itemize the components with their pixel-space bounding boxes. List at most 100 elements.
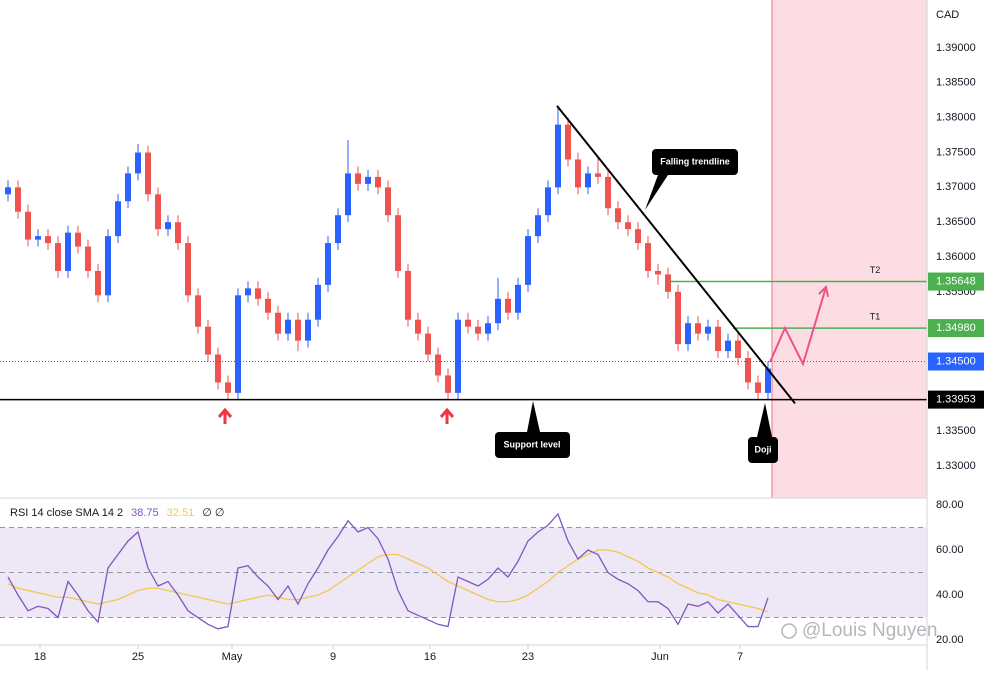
candle-body: [155, 194, 161, 230]
rsi-value-label: 38.75: [131, 507, 159, 519]
price-badge-label: 1.35648: [936, 275, 976, 287]
candle-body: [675, 291, 681, 345]
y-tick-label: 40.00: [936, 589, 964, 601]
rsi-line: [7, 512, 769, 630]
candle-body: [735, 340, 741, 359]
candle-body: [685, 323, 691, 345]
candle-body: [385, 187, 391, 216]
candle-body: [645, 243, 651, 271]
y-tick-label: 1.37000: [936, 181, 976, 193]
candle-body: [565, 124, 571, 160]
y-tick-label: 1.38500: [936, 77, 976, 89]
arrow-up-icon: [439, 407, 455, 424]
x-tick-label: 16: [424, 651, 436, 663]
price-badge-label: 1.34500: [936, 355, 976, 367]
x-tick-label: 18: [34, 651, 46, 663]
candle-body: [65, 232, 71, 271]
candle-body: [165, 222, 171, 230]
candle-body: [45, 236, 51, 244]
candle-body: [35, 236, 41, 240]
currency-label: CAD: [936, 9, 959, 21]
projection-arrowhead: [818, 285, 830, 298]
rsi-flags: ∅ ∅: [202, 507, 224, 519]
candle-body: [75, 232, 81, 247]
candle-body: [145, 152, 151, 195]
watermark: @Louis Nguyen: [781, 620, 937, 641]
marks-layer: [5, 107, 771, 630]
price-badge: [928, 352, 984, 371]
forecast-zone: [772, 0, 927, 498]
candle-body: [225, 382, 231, 393]
support-callout: Support level: [495, 401, 570, 458]
doji-callout: Doji: [748, 403, 778, 463]
y-tick-label: 1.39000: [936, 42, 976, 54]
candle-body: [175, 222, 181, 244]
candle-body: [405, 270, 411, 320]
candle-body: [195, 295, 201, 327]
candle-body: [245, 288, 251, 296]
overlay-layer: T1 T2: [0, 105, 927, 404]
candle-body: [5, 187, 11, 195]
candle-body: [125, 173, 131, 202]
x-tick-label: 25: [132, 651, 144, 663]
callout-box: [652, 149, 738, 175]
callout-box: [495, 432, 570, 458]
candle-body: [285, 319, 291, 334]
candle-body: [485, 323, 491, 334]
callout-pointer: [527, 401, 540, 432]
x-tick-label: May: [222, 651, 243, 663]
callout-text: Falling trendline: [660, 156, 730, 166]
candle-body: [705, 326, 711, 334]
candle-body: [575, 159, 581, 188]
candle-body: [255, 288, 261, 299]
candle-body: [625, 222, 631, 230]
candle-body: [205, 326, 211, 355]
candle-body: [345, 173, 351, 216]
x-tick-label: 9: [330, 651, 336, 663]
y-tick-label: 1.33000: [936, 460, 976, 472]
candle-body: [515, 284, 521, 313]
candle-body: [355, 173, 361, 184]
candle-body: [135, 152, 141, 174]
rsi-line: [7, 549, 769, 613]
candle-body: [105, 236, 111, 296]
candle-body: [635, 229, 641, 244]
trendline-callout: Falling trendline: [645, 149, 738, 210]
candle-body: [525, 236, 531, 285]
callout-pointer: [757, 403, 772, 437]
y-tick-label: 1.33500: [936, 425, 976, 437]
candle-body: [295, 319, 301, 341]
candle-body: [95, 270, 101, 296]
callout-box: [748, 437, 778, 463]
candle-body: [465, 319, 471, 327]
x-tick-label: 23: [522, 651, 534, 663]
candle-body: [545, 187, 551, 216]
y-tick-label: 1.36000: [936, 251, 976, 263]
callout-text: Doji: [755, 444, 772, 454]
candle-body: [415, 319, 421, 334]
y-tick-label: 60.00: [936, 544, 964, 556]
candle-body: [595, 173, 601, 177]
candle-body: [15, 187, 21, 212]
candle-body: [85, 246, 91, 271]
axis-layer: 18 25 May 9 16 23 Jun 7 1.39000 1.38500 1.38000 1.3…: [34, 42, 984, 663]
candle-body: [655, 270, 661, 275]
candle-body: [435, 354, 441, 376]
candle-body: [665, 274, 671, 292]
candle-body: [505, 298, 511, 313]
rsi-title: RSI 14 close SMA 14 2: [10, 507, 123, 519]
candle-body: [765, 368, 771, 393]
candle-body: [715, 326, 721, 352]
x-tick-label: 7: [737, 651, 743, 663]
candle-body: [55, 243, 61, 271]
y-tick-label: 80.00: [936, 499, 964, 511]
forecast-zone-layer: [0, 0, 927, 618]
candle-body: [25, 211, 31, 240]
y-tick-label: 1.37500: [936, 146, 976, 158]
y-tick-label: 1.38000: [936, 112, 976, 124]
candle-body: [325, 243, 331, 285]
candle-body: [475, 326, 481, 334]
candle-body: [535, 215, 541, 237]
candle-body: [315, 284, 321, 320]
